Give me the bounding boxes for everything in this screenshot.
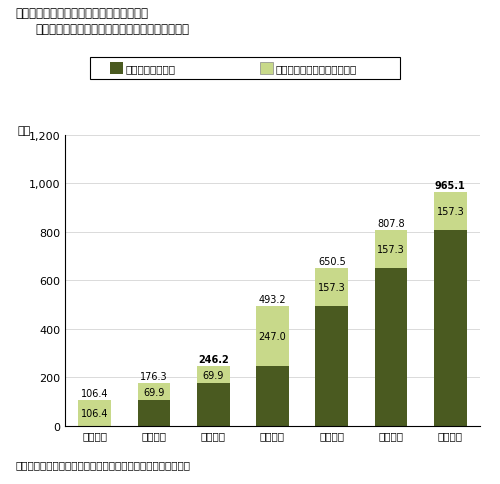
Text: 各学年における１年間の費用: 各学年における１年間の費用 <box>275 64 356 74</box>
Text: 247.0: 247.0 <box>258 332 286 341</box>
Bar <box>434 192 466 230</box>
Bar <box>197 366 230 383</box>
Bar <box>375 230 408 269</box>
Bar <box>197 383 230 426</box>
Text: （子供１人当たりの費用（年間平均額の累計））: （子供１人当たりの費用（年間平均額の累計）） <box>35 23 189 36</box>
Text: 69.9: 69.9 <box>143 387 165 397</box>
Text: 注　：高校１年、大学１年の費用には、入学費用が含まれる。: 注 ：高校１年、大学１年の費用には、入学費用が含まれる。 <box>15 459 190 469</box>
Text: 176.3: 176.3 <box>140 371 168 381</box>
Bar <box>316 306 348 426</box>
Text: 157.3: 157.3 <box>436 206 464 216</box>
Text: 万円: 万円 <box>18 126 31 136</box>
Text: 前学年までの累計: 前学年までの累計 <box>125 64 175 74</box>
Bar <box>78 400 111 426</box>
Bar <box>434 230 466 426</box>
Text: 807.8: 807.8 <box>378 218 405 228</box>
Text: 650.5: 650.5 <box>318 257 345 267</box>
Text: 図－５　大学卒業までに必要な入在学費用: 図－５ 大学卒業までに必要な入在学費用 <box>15 7 148 20</box>
Text: 246.2: 246.2 <box>198 354 228 364</box>
Text: 106.4: 106.4 <box>81 408 108 418</box>
Bar <box>138 383 170 400</box>
Bar <box>375 269 408 426</box>
Bar <box>138 400 170 426</box>
Bar <box>256 366 289 426</box>
Bar <box>256 306 289 366</box>
Text: 965.1: 965.1 <box>435 181 466 190</box>
Text: 493.2: 493.2 <box>258 295 286 304</box>
Text: 157.3: 157.3 <box>377 244 405 255</box>
Bar <box>316 269 348 306</box>
Text: 69.9: 69.9 <box>202 370 224 380</box>
Text: 106.4: 106.4 <box>81 388 108 398</box>
Text: 157.3: 157.3 <box>318 283 345 292</box>
